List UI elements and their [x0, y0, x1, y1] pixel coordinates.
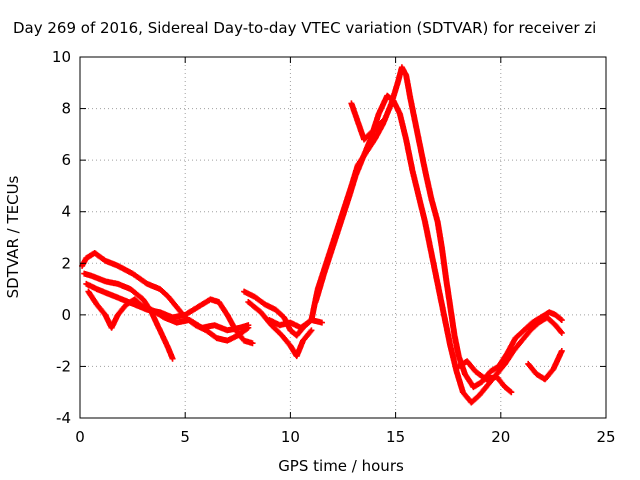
y-axis-label: SDTVAR / TECUs: [4, 175, 22, 298]
chart-title: Day 269 of 2016, Sidereal Day-to-day VTE…: [13, 19, 596, 37]
series-track-d: [85, 288, 252, 334]
series-track-h: [312, 92, 565, 406]
y-tick-label: 2: [61, 254, 71, 272]
series-track-i: [348, 100, 389, 143]
x-tick-label: 15: [386, 428, 405, 446]
x-tick-label: 20: [491, 428, 510, 446]
plot-frame: [79, 56, 607, 419]
y-tick-label: 6: [61, 151, 71, 169]
series-track-j: [455, 358, 515, 396]
x-tick-label: 0: [75, 428, 85, 446]
x-axis-label: GPS time / hours: [278, 457, 404, 475]
y-tick-label: -2: [56, 357, 71, 375]
y-tick-label: 10: [52, 48, 71, 66]
data-series: [79, 64, 565, 406]
series-marks: [85, 288, 252, 334]
x-tick-label: 25: [596, 428, 615, 446]
y-ticks: -4 -2 0 2 4 6 8 10: [52, 48, 606, 427]
series-track-f: [245, 299, 315, 360]
series-track-k: [525, 347, 565, 383]
series-marks: [525, 347, 565, 383]
x-ticks: 0 5 10 15 20 25: [75, 57, 616, 446]
y-tick-label: 8: [61, 100, 71, 118]
series-marks: [348, 100, 389, 143]
x-tick-label: 5: [180, 428, 190, 446]
y-tick-label: 0: [61, 306, 71, 324]
grid: [80, 57, 606, 418]
series-marks: [455, 358, 515, 396]
series-marks: [312, 92, 565, 406]
x-tick-label: 10: [281, 428, 300, 446]
y-tick-label: 4: [61, 203, 71, 221]
y-tick-label: -4: [56, 409, 71, 427]
series-marks: [245, 299, 315, 360]
